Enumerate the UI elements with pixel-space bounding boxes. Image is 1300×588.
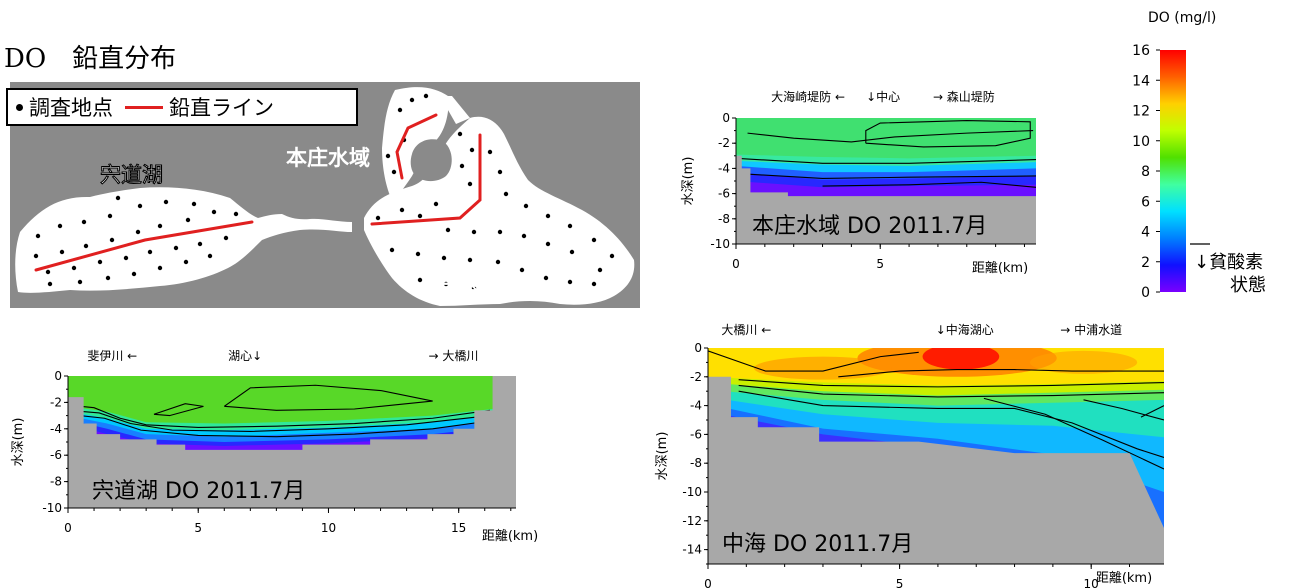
contour-line — [865, 119, 1031, 148]
y-tick-label: -6 — [690, 427, 702, 441]
direction-label: → 森山堤防 — [933, 89, 995, 104]
y-tick-label: -8 — [718, 212, 730, 226]
y-tick-label: -4 — [718, 161, 730, 175]
contour-line — [822, 181, 1036, 188]
legend-line-label: 鉛直ライン — [169, 96, 274, 120]
lake-bottom — [736, 155, 1036, 244]
lake-bottom — [708, 376, 1164, 564]
y-tick-label: -2 — [50, 395, 62, 409]
y-tick-label: -6 — [50, 448, 62, 462]
plot-area — [708, 348, 1164, 564]
do-hotspot — [1029, 350, 1138, 374]
contour-line — [838, 369, 1164, 378]
contour-line — [68, 404, 491, 429]
y-tick-label: -10 — [682, 485, 702, 499]
y-axis-label: 水深(m) — [655, 432, 670, 481]
chart-title: 中海 DO 2011.7月 — [722, 532, 913, 557]
x-tick-label: 0 — [732, 257, 740, 271]
contour-line — [68, 413, 491, 438]
contour-line — [738, 384, 1164, 398]
direction-label: 湖心↓ — [228, 348, 262, 363]
x-axis-label: 距離(km) — [482, 529, 538, 544]
x-tick-label: 10 — [1084, 577, 1099, 588]
plot-area — [68, 376, 516, 508]
x-axis-label: 距離(km) — [1096, 571, 1152, 586]
contour-line — [708, 350, 919, 372]
y-tick-label: -14 — [682, 543, 702, 557]
direction-label: → 中浦水道 — [1060, 322, 1122, 337]
contour-line — [736, 157, 1036, 164]
lake-bottom — [68, 376, 516, 508]
plot-area — [736, 118, 1036, 244]
x-tick-label: 5 — [896, 577, 904, 588]
contour-line — [747, 130, 1034, 143]
x-tick-label: 15 — [451, 521, 466, 535]
do-hotspot — [753, 356, 892, 380]
y-tick-label: -2 — [718, 136, 730, 150]
direction-label: ↓中海湖心 — [936, 322, 994, 337]
y-tick-label: -2 — [690, 370, 702, 384]
direction-label: ↓中心 — [866, 89, 900, 104]
y-tick-label: -4 — [690, 399, 702, 413]
x-tick-label: 10 — [321, 521, 336, 535]
map-legend: 調査地点 鉛直ライン — [6, 88, 358, 126]
survey-point-icon — [16, 103, 23, 111]
legend-point-label: 調査地点 — [29, 96, 113, 120]
y-tick-label: -4 — [50, 422, 62, 436]
contour-line — [983, 397, 1164, 470]
x-tick-label: 0 — [64, 521, 72, 535]
direction-label: → 大橋川 — [429, 349, 479, 363]
y-tick-label: -10 — [710, 237, 730, 251]
contour-line — [68, 409, 491, 432]
y-tick-label: -8 — [50, 475, 62, 489]
chart-title: 宍道湖 DO 2011.7月 — [92, 479, 305, 504]
y-tick-label: -10 — [42, 501, 62, 515]
do-hotspot — [922, 348, 1000, 370]
y-tick-label: -6 — [718, 187, 730, 201]
contour-line — [1140, 405, 1164, 418]
y-tick-label: -12 — [682, 514, 702, 528]
y-tick-label: 0 — [54, 369, 62, 383]
y-axis-label: 水深(m) — [11, 418, 26, 467]
contour-line — [153, 403, 204, 417]
direction-label: 大海崎堤防 ← — [771, 89, 845, 104]
contour-line — [738, 390, 1164, 458]
contour-line — [736, 172, 1036, 180]
x-tick-label: 0 — [704, 577, 712, 588]
contour-line — [1083, 399, 1164, 421]
contour-line — [738, 379, 1164, 388]
y-axis-label: 水深(m) — [681, 157, 696, 206]
x-tick-label: 5 — [876, 257, 884, 271]
y-tick-label: 0 — [722, 111, 730, 125]
x-tick-label: 5 — [194, 521, 202, 535]
contour-line — [223, 384, 433, 411]
page-title: DO 鉛直分布 — [4, 44, 177, 74]
direction-label: 斐伊川 ← — [87, 349, 137, 363]
direction-label: 大橋川 ← — [721, 323, 771, 337]
y-tick-label: -8 — [690, 456, 702, 470]
chart-title: 本庄水域 DO 2011.7月 — [752, 214, 987, 239]
red-line-icon — [125, 105, 163, 109]
x-axis-label: 距離(km) — [972, 261, 1028, 276]
y-tick-label: 0 — [694, 341, 702, 355]
